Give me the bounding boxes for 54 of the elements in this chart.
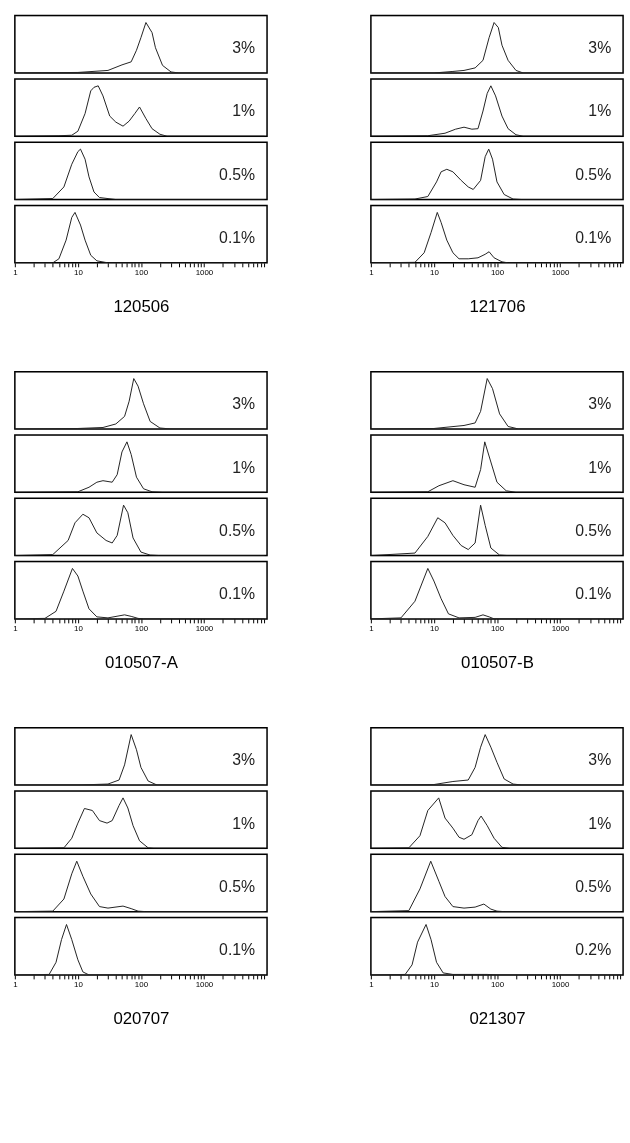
- annotation: 0.5%: [219, 165, 256, 183]
- x-tick-label: 1000: [195, 624, 214, 634]
- x-tick-label: 1000: [551, 624, 570, 634]
- x-tick-label: 1: [369, 624, 375, 634]
- x-axis-title: 010507-A: [105, 652, 179, 672]
- annotation: 1%: [588, 458, 612, 476]
- x-tick-label: 1000: [195, 268, 214, 278]
- x-tick-label: 10: [73, 624, 84, 634]
- annotation: 3%: [588, 751, 612, 769]
- x-axis-title: 010507-B: [461, 652, 534, 672]
- x-tick-label: 1: [369, 980, 375, 990]
- annotation: 0.5%: [575, 165, 612, 183]
- annotation: 1%: [232, 102, 256, 120]
- annotation: 1%: [232, 814, 256, 832]
- x-axis-title: 121706: [469, 296, 526, 316]
- annotation: 3%: [232, 39, 256, 57]
- x-axis-title: 120506: [113, 296, 170, 316]
- x-tick-label: 1: [369, 268, 375, 278]
- x-tick-label: 100: [490, 980, 505, 990]
- x-axis-title: 021307: [469, 1008, 526, 1028]
- annotation: 3%: [232, 751, 256, 769]
- x-tick-label: 1: [13, 268, 19, 278]
- annotation: 3%: [588, 39, 612, 57]
- x-tick-label: 100: [490, 268, 505, 278]
- x-tick-label: 100: [134, 268, 149, 278]
- x-tick-label: 100: [134, 624, 149, 634]
- x-tick-label: 100: [490, 624, 505, 634]
- x-tick-label: 10: [430, 624, 440, 634]
- annotation: 0.1%: [575, 585, 612, 603]
- annotation: 0.5%: [219, 877, 256, 895]
- x-tick-label: 1: [13, 624, 19, 634]
- annotation: 0.1%: [219, 585, 256, 603]
- x-tick-label: 10: [73, 980, 84, 990]
- x-tick-label: 100: [134, 980, 149, 990]
- annotation: 1%: [232, 458, 256, 476]
- annotation: 0.1%: [219, 941, 256, 959]
- x-tick-label: 10: [73, 268, 84, 278]
- annotation: 0.1%: [219, 229, 256, 247]
- annotation: 0.5%: [575, 877, 612, 895]
- annotation: 3%: [588, 395, 612, 413]
- annotation: 1%: [588, 814, 612, 832]
- x-tick-label: 1: [13, 980, 19, 990]
- annotation: 1%: [588, 102, 612, 120]
- annotation: 0.5%: [219, 521, 256, 539]
- x-tick-label: 1000: [551, 980, 570, 990]
- annotation: 0.2%: [575, 941, 612, 959]
- annotation: 0.5%: [575, 521, 612, 539]
- x-tick-label: 1000: [551, 268, 570, 278]
- x-tick-label: 10: [430, 980, 440, 990]
- annotation: 3%: [232, 395, 256, 413]
- x-tick-label: 1000: [195, 980, 214, 990]
- x-axis-title: 020707: [113, 1008, 170, 1028]
- x-tick-label: 10: [430, 268, 440, 278]
- annotation: 0.1%: [575, 229, 612, 247]
